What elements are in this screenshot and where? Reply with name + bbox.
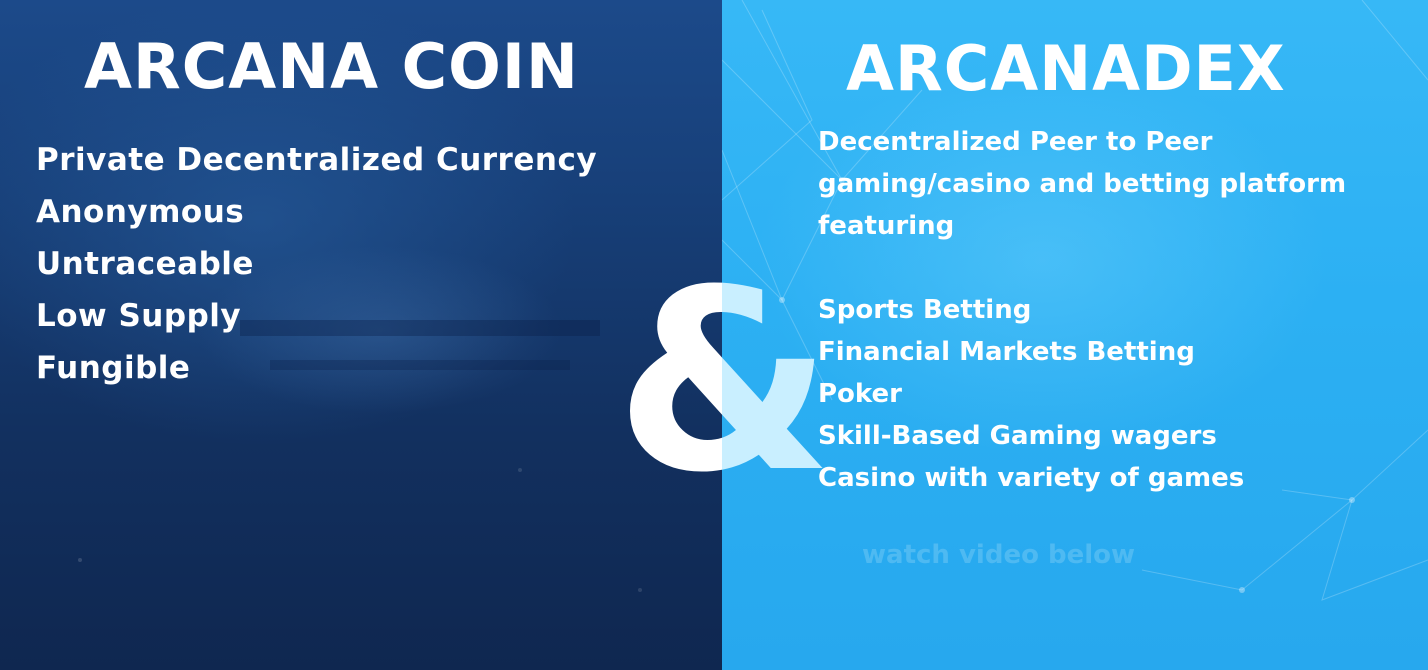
feature-item: Skill-Based Gaming wagers xyxy=(818,421,1217,451)
arcanadex-panel: ARCANADEX Decentralized Peer to Peer gam… xyxy=(722,0,1428,670)
faint-background-text: watch video below xyxy=(862,540,1136,570)
arcana-coin-feature-list: Private Decentralized Currency Anonymous… xyxy=(36,134,597,394)
arcanadex-description: Decentralized Peer to Peer gaming/casino… xyxy=(818,127,1347,241)
feature-item: Private Decentralized Currency xyxy=(36,142,598,178)
feature-item: Anonymous xyxy=(36,194,245,230)
arcana-coin-panel: ARCANA COIN Private Decentralized Curren… xyxy=(0,0,722,670)
feature-item: Casino with variety of games xyxy=(818,463,1245,493)
background-texture xyxy=(240,320,600,370)
feature-item: Low Supply xyxy=(36,298,242,334)
network-lines-decoration xyxy=(722,0,1428,601)
feature-item: Untraceable xyxy=(36,246,254,282)
feature-item: Sports Betting xyxy=(818,295,1032,325)
arcana-coin-title: ARCANA COIN xyxy=(84,30,579,103)
feature-item: Fungible xyxy=(36,350,191,386)
feature-item: Poker xyxy=(818,379,902,409)
feature-item: Financial Markets Betting xyxy=(818,337,1195,367)
arcanadex-feature-list: Sports Betting Financial Markets Betting… xyxy=(818,289,1244,499)
arcanadex-title: ARCANADEX xyxy=(846,32,1286,105)
